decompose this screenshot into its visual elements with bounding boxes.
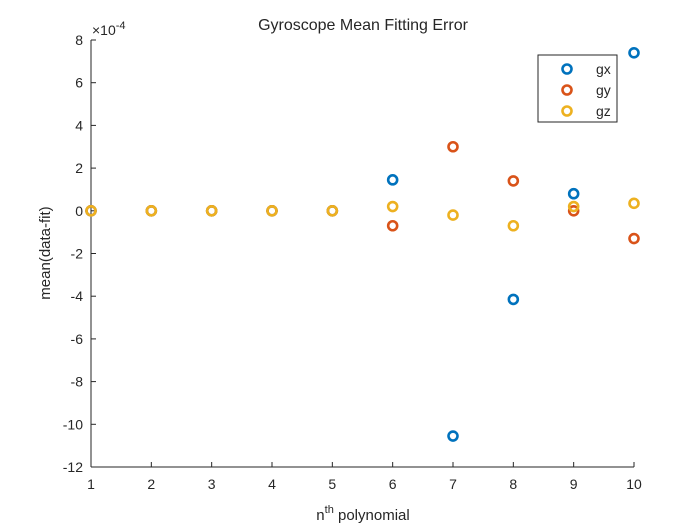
legend-label-gz: gz [596,103,611,119]
x-tick-label: 2 [147,476,155,492]
x-tick-label: 3 [208,476,216,492]
y-tick-label: -10 [63,416,83,432]
legend-box [537,54,618,123]
x-axis-ticks: 1 2 3 4 5 6 7 8 9 10 [87,462,642,492]
y-tick-label: 4 [75,117,83,133]
data-point-gy [567,205,580,217]
x-tick-label: 7 [449,476,457,492]
legend-marker-gx [561,63,573,75]
data-point-gz [507,219,520,232]
x-tick-label: 5 [328,476,336,492]
y-tick-label: -6 [71,331,84,347]
series-gz [85,197,640,232]
data-point-gy [447,140,459,153]
x-axis-title: nth polynomial [316,504,409,524]
legend-marker-gz [561,105,573,117]
y-axis-title: mean(data-fit) [37,206,54,299]
data-point-gx [386,174,399,186]
legend-label-gy: gy [596,82,611,98]
y-tick-label: 2 [75,160,83,176]
y-axis-exponent: ×10-4 [92,20,126,38]
data-point-gx [447,430,459,442]
data-point-gx [507,293,520,306]
y-axis-ticks: -12 -10 -8 -6 -4 -2 0 2 4 6 8 [63,32,96,475]
x-tick-label: 8 [509,476,517,492]
x-tick-label: 4 [268,476,276,492]
y-tick-label: 8 [75,32,83,48]
data-point-gz [567,200,580,213]
data-point-gz [326,205,339,217]
legend: gx gy gz [537,54,618,123]
data-point-gz [447,209,459,221]
y-tick-label: -4 [71,288,84,304]
data-point-gy [386,219,399,232]
y-tick-label: -8 [71,374,84,390]
x-tick-label: 10 [626,476,642,492]
data-point-gx [567,187,580,200]
data-point-gz [85,205,97,217]
data-point-gz [145,205,158,217]
data-point-gz [205,205,218,217]
x-tick-label: 1 [87,476,95,492]
data-point-gx [628,47,640,59]
data-point-gz [386,200,399,213]
y-tick-label: 6 [75,75,83,91]
legend-label-gx: gx [596,61,611,77]
chart-title: Gyroscope Mean Fitting Error [258,17,469,34]
x-tick-label: 9 [570,476,578,492]
y-tick-label: -2 [71,246,84,262]
data-point-gy [507,175,520,187]
data-points [85,47,640,442]
legend-marker-gy [561,84,573,96]
data-point-gy [628,232,640,245]
y-tick-label: 0 [75,203,83,219]
data-point-gz [628,197,640,210]
x-tick-label: 6 [389,476,397,492]
data-point-gz [266,205,278,217]
y-tick-label: -12 [63,459,83,475]
